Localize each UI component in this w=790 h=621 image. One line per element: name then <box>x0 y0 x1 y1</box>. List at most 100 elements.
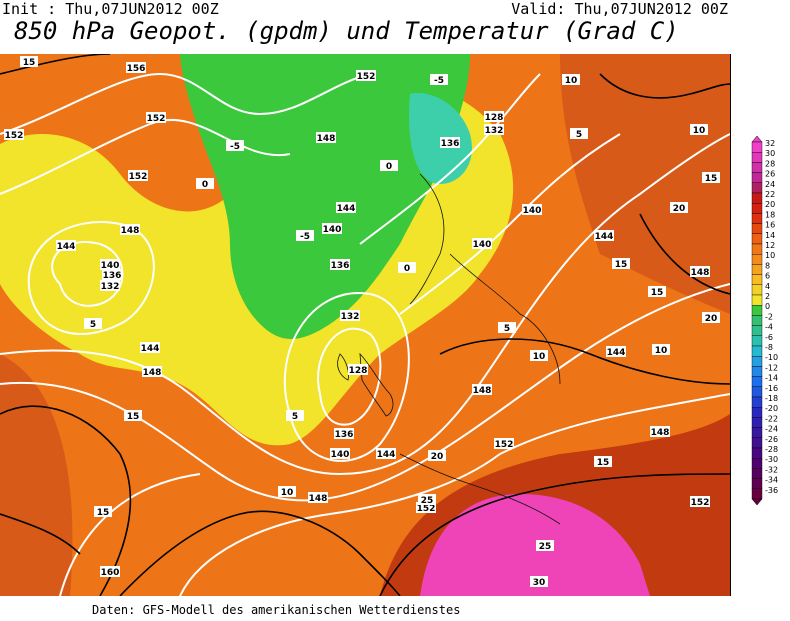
geopotential-label: 136 <box>334 428 354 440</box>
legend-label: 20 <box>765 200 775 209</box>
geopotential-label: 152 <box>494 438 514 450</box>
svg-text:15: 15 <box>597 458 610 468</box>
geopotential-label: 144 <box>56 240 76 252</box>
legend-label: 8 <box>765 261 770 270</box>
temperature-contour <box>0 54 111 75</box>
geopotential-label: 152 <box>356 70 376 82</box>
legend-label: 32 <box>765 139 775 148</box>
legend-swatch <box>751 172 763 183</box>
legend-swatch <box>751 478 763 490</box>
legend-label: 18 <box>765 210 775 219</box>
geopotential-label: 136 <box>440 137 460 149</box>
svg-text:10: 10 <box>533 352 546 362</box>
legend-label: -28 <box>765 445 778 454</box>
geopotential-contour <box>0 133 730 476</box>
legend-swatch <box>751 264 763 275</box>
legend-swatch <box>751 488 763 500</box>
geopotential-label: 136 <box>102 269 122 281</box>
geopotential-label: 144 <box>140 342 160 354</box>
svg-text:144: 144 <box>607 348 626 358</box>
svg-text:10: 10 <box>281 488 294 498</box>
temperature-label: 10 <box>278 486 296 498</box>
svg-text:136: 136 <box>335 430 354 440</box>
svg-text:148: 148 <box>651 428 670 438</box>
svg-text:128: 128 <box>485 113 504 123</box>
svg-text:20: 20 <box>431 452 444 462</box>
geopotential-label: 144 <box>336 202 356 214</box>
legend-label: 14 <box>765 231 775 240</box>
temperature-contour <box>599 73 730 99</box>
geopotential-label: 148 <box>472 384 492 396</box>
svg-text:15: 15 <box>615 260 628 270</box>
geopotential-label: 132 <box>340 310 360 322</box>
temperature-label: 30 <box>530 576 548 588</box>
svg-text:148: 148 <box>691 268 710 278</box>
temperature-label: 0 <box>196 178 214 190</box>
geopotential-contour <box>359 73 541 245</box>
init-time-label: Init : Thu,07JUN2012 00Z <box>2 0 219 18</box>
temperature-label: 15 <box>612 258 630 270</box>
legend-swatch <box>751 468 763 479</box>
temperature-label: 15 <box>594 456 612 468</box>
legend-label: -30 <box>765 455 778 464</box>
svg-text:25: 25 <box>421 496 434 506</box>
svg-text:0: 0 <box>404 264 410 274</box>
legend-swatch <box>751 152 763 163</box>
legend-swatch <box>751 141 763 153</box>
legend-label: 28 <box>765 159 775 168</box>
legend-swatch <box>751 376 763 388</box>
svg-text:-5: -5 <box>230 142 240 152</box>
svg-text:152: 152 <box>417 504 436 514</box>
svg-text:144: 144 <box>337 204 356 214</box>
geopotential-label: 128 <box>484 111 504 123</box>
geopotential-label: 148 <box>142 366 162 378</box>
legend-label: -26 <box>765 435 778 444</box>
svg-text:152: 152 <box>357 72 376 82</box>
svg-text:140: 140 <box>331 450 350 460</box>
legend-label: -6 <box>765 333 773 342</box>
map-title: 850 hPa Geopot. (gpdm) und Temperatur (G… <box>14 17 679 45</box>
svg-text:144: 144 <box>141 344 160 354</box>
svg-text:148: 148 <box>121 226 140 236</box>
legend-label: -22 <box>765 414 778 423</box>
legend-swatch <box>751 335 763 347</box>
legend-swatch <box>751 355 763 367</box>
legend-label: -12 <box>765 363 778 372</box>
temperature-label: 20 <box>428 450 446 462</box>
geopotential-label: 140 <box>330 448 350 460</box>
svg-text:5: 5 <box>292 412 298 422</box>
svg-text:148: 148 <box>309 494 328 504</box>
geopotential-label: 148 <box>120 224 140 236</box>
legend-label: 12 <box>765 241 775 250</box>
geopotential-label: 128 <box>348 364 368 376</box>
coastline <box>399 453 561 525</box>
svg-text:152: 152 <box>691 498 710 508</box>
svg-text:160: 160 <box>101 568 120 578</box>
legend-bottom-arrow <box>751 498 763 506</box>
svg-text:30: 30 <box>533 578 546 588</box>
geopotential-contour <box>399 133 621 315</box>
legend-label: -24 <box>765 425 778 434</box>
legend-swatch <box>751 304 763 316</box>
legend-swatch <box>751 447 763 459</box>
valid-time-label: Valid: Thu,07JUN2012 00Z <box>511 0 728 18</box>
legend-swatch <box>751 315 763 326</box>
svg-text:15: 15 <box>651 288 664 298</box>
legend-label: 0 <box>765 302 770 311</box>
temperature-label: 10 <box>530 350 548 362</box>
legend-label: -2 <box>765 312 773 321</box>
svg-text:140: 140 <box>473 240 492 250</box>
geopotential-label: 152 <box>690 496 710 508</box>
legend-swatch <box>751 202 763 214</box>
geopotential-label: 136 <box>330 259 350 271</box>
svg-text:148: 148 <box>473 386 492 396</box>
legend-label: -10 <box>765 353 778 362</box>
geopotential-contour <box>0 283 730 502</box>
temperature-contour <box>379 473 730 596</box>
temperature-label: 20 <box>702 312 720 324</box>
geopotential-label: 148 <box>308 492 328 504</box>
svg-text:156: 156 <box>127 64 146 74</box>
svg-text:144: 144 <box>595 232 614 242</box>
geopotential-label: 152 <box>4 129 24 141</box>
legend-swatch <box>751 386 763 398</box>
